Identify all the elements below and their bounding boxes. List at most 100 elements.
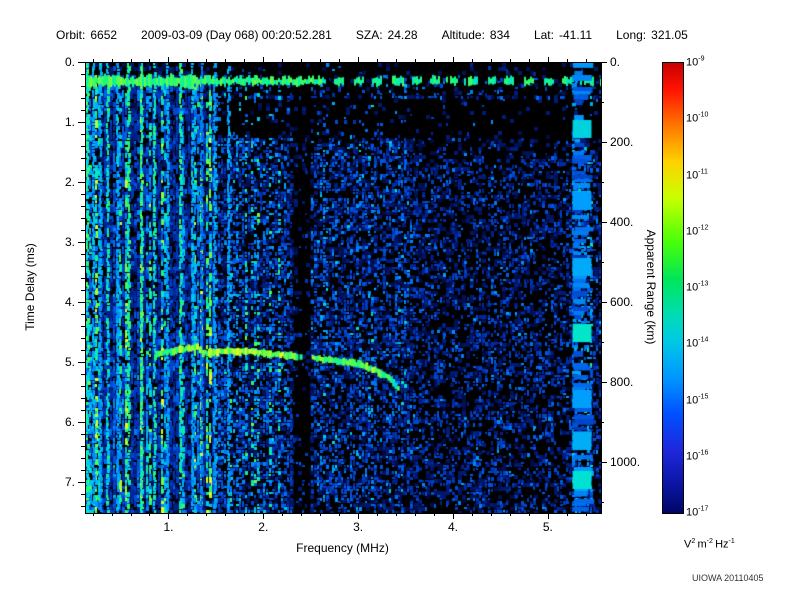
datetime-value: 2009-03-09 (Day 068) 00:20:52.281 bbox=[141, 28, 332, 42]
axis-tick bbox=[81, 74, 85, 75]
axis-tick bbox=[78, 422, 85, 423]
lat-value: -41.11 bbox=[558, 28, 593, 42]
axis-tick bbox=[225, 513, 227, 516]
x-tick-label: 1. bbox=[163, 520, 174, 534]
axis-tick bbox=[601, 342, 604, 343]
axis-tick bbox=[490, 513, 492, 516]
colorbar-tick-label: 10-12 bbox=[686, 224, 709, 238]
axis-tick bbox=[81, 398, 85, 399]
axis-tick bbox=[601, 182, 604, 183]
y2-tick-label: 400. bbox=[610, 215, 634, 229]
colorbar-tick-label: 10-17 bbox=[686, 505, 709, 519]
y2-tick-label: 1000. bbox=[610, 455, 641, 469]
axis-tick bbox=[81, 134, 85, 135]
axis-tick bbox=[81, 218, 85, 219]
y-tick-label: 1. bbox=[64, 115, 75, 129]
axis-tick bbox=[187, 513, 189, 516]
axis-tick bbox=[225, 59, 227, 62]
axis-tick bbox=[81, 458, 85, 459]
axis-tick bbox=[301, 513, 303, 516]
colorbar-tick-label: 10-14 bbox=[686, 336, 709, 350]
axis-tick bbox=[263, 513, 265, 519]
axis-tick bbox=[81, 290, 85, 291]
axis-tick bbox=[601, 262, 604, 263]
axis-tick bbox=[528, 59, 530, 62]
x-tick-label: 4. bbox=[447, 520, 458, 534]
axis-tick bbox=[601, 422, 604, 423]
y-tick-label: 6. bbox=[64, 415, 75, 429]
colorbar-tick-label: 10-16 bbox=[686, 449, 709, 463]
axis-tick bbox=[415, 59, 417, 62]
sza-label: SZA: bbox=[355, 28, 383, 42]
axis-tick bbox=[130, 59, 132, 62]
axis-tick bbox=[452, 57, 454, 62]
axis-tick bbox=[282, 59, 284, 62]
sza-field: SZA: 24.28 bbox=[356, 28, 418, 42]
axis-tick bbox=[81, 350, 85, 351]
spectrogram-canvas bbox=[86, 63, 601, 513]
header: Orbit: 6652 2009-03-09 (Day 068) 00:20:5… bbox=[56, 28, 688, 42]
y2-tick-label: 0. bbox=[610, 55, 621, 69]
axis-tick bbox=[78, 482, 85, 483]
axis-tick bbox=[149, 59, 151, 62]
axis-tick bbox=[81, 194, 85, 195]
axis-tick bbox=[601, 142, 607, 143]
colorbar bbox=[662, 62, 684, 514]
colorbar-tick-label: 10-15 bbox=[686, 393, 709, 406]
x-tick-label: 3. bbox=[353, 520, 364, 534]
axis-tick bbox=[149, 513, 151, 516]
axis-tick bbox=[81, 338, 85, 339]
axis-tick bbox=[566, 513, 568, 516]
axis-tick bbox=[81, 314, 85, 315]
axis-tick bbox=[509, 513, 511, 516]
axis-tick bbox=[377, 59, 379, 62]
axis-tick bbox=[81, 446, 85, 447]
axis-tick bbox=[490, 59, 492, 62]
axis-tick bbox=[206, 59, 208, 62]
axis-tick bbox=[81, 278, 85, 279]
axis-tick bbox=[509, 59, 511, 62]
axis-tick bbox=[282, 513, 284, 516]
axis-tick bbox=[81, 326, 85, 327]
colorbar-tick-label: 10-10 bbox=[686, 111, 709, 125]
axis-tick bbox=[168, 513, 170, 519]
y2-tick-label: 200. bbox=[610, 135, 634, 149]
y-tick-label: 3. bbox=[64, 235, 75, 249]
axis-tick bbox=[81, 374, 85, 375]
long-field: Long: 321.05 bbox=[616, 28, 688, 42]
axis-tick bbox=[339, 59, 341, 62]
axis-tick bbox=[244, 513, 246, 516]
axis-tick bbox=[81, 98, 85, 99]
axis-tick bbox=[111, 59, 113, 62]
axis-tick bbox=[78, 62, 85, 63]
y2-tick-label: 600. bbox=[610, 295, 634, 309]
axis-tick bbox=[187, 59, 189, 62]
axis-tick bbox=[601, 502, 604, 503]
axis-tick bbox=[111, 513, 113, 516]
axis-tick bbox=[81, 170, 85, 171]
axis-tick bbox=[78, 242, 85, 243]
orbit-label: Orbit: bbox=[56, 28, 86, 42]
axis-tick bbox=[81, 254, 85, 255]
axis-tick bbox=[78, 122, 85, 123]
axis-tick bbox=[377, 513, 379, 516]
axis-tick bbox=[434, 59, 436, 62]
axis-tick bbox=[320, 59, 322, 62]
axis-tick bbox=[130, 513, 132, 516]
colorbar-units: V2 m-2 Hz-1 bbox=[684, 538, 735, 551]
axis-tick bbox=[528, 513, 530, 516]
axis-tick bbox=[358, 57, 360, 62]
axis-tick bbox=[601, 382, 607, 383]
axis-tick bbox=[92, 513, 94, 516]
colorbar-tick-label: 10-11 bbox=[686, 168, 708, 181]
axis-tick bbox=[81, 494, 85, 495]
lat-field: Lat: -41.11 bbox=[534, 28, 592, 42]
y-tick-label: 7. bbox=[64, 475, 75, 489]
y-axis-title: Time Delay (ms) bbox=[23, 243, 37, 331]
axis-tick bbox=[78, 302, 85, 303]
axis-tick bbox=[92, 59, 94, 62]
x-axis-title: Frequency (MHz) bbox=[296, 541, 389, 555]
sza-value: 24.28 bbox=[387, 28, 418, 42]
